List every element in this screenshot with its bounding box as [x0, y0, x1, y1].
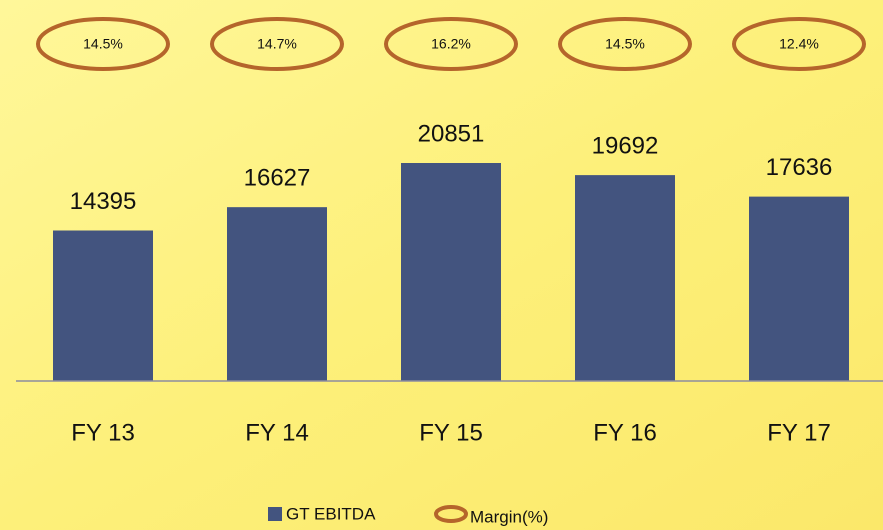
bar-value-label: 17636 — [766, 154, 833, 181]
bar — [401, 163, 501, 381]
margin-ellipse — [36, 17, 170, 71]
bar — [227, 207, 327, 381]
legend-label: Margin(%) — [470, 507, 548, 526]
bar — [575, 175, 675, 381]
margin-label: 14.5% — [83, 36, 123, 52]
margin-ellipse — [384, 17, 518, 71]
bar — [749, 196, 849, 381]
bar-value-label: 14395 — [70, 188, 137, 215]
bar-value-label: 20851 — [418, 120, 485, 147]
margin-ellipse — [210, 17, 344, 71]
bar-value-label: 19692 — [592, 132, 659, 159]
margin-ellipse — [732, 17, 866, 71]
x-tick-label: FY 17 — [767, 419, 831, 446]
margin-label: 14.5% — [605, 36, 645, 52]
bar — [53, 230, 153, 381]
bar-value-label: 16627 — [244, 165, 311, 192]
x-tick-label: FY 13 — [71, 419, 135, 446]
margin-ellipse — [558, 17, 692, 71]
margin-label: 14.7% — [257, 36, 297, 52]
legend-label: GT EBITDA — [286, 504, 376, 523]
x-tick-label: FY 16 — [593, 419, 657, 446]
x-tick-label: FY 14 — [245, 419, 309, 446]
legend-swatch — [434, 505, 468, 523]
margin-label: 12.4% — [779, 36, 819, 52]
margin-label: 16.2% — [431, 36, 471, 52]
legend-swatch — [268, 507, 282, 521]
x-tick-label: FY 15 — [419, 419, 483, 446]
